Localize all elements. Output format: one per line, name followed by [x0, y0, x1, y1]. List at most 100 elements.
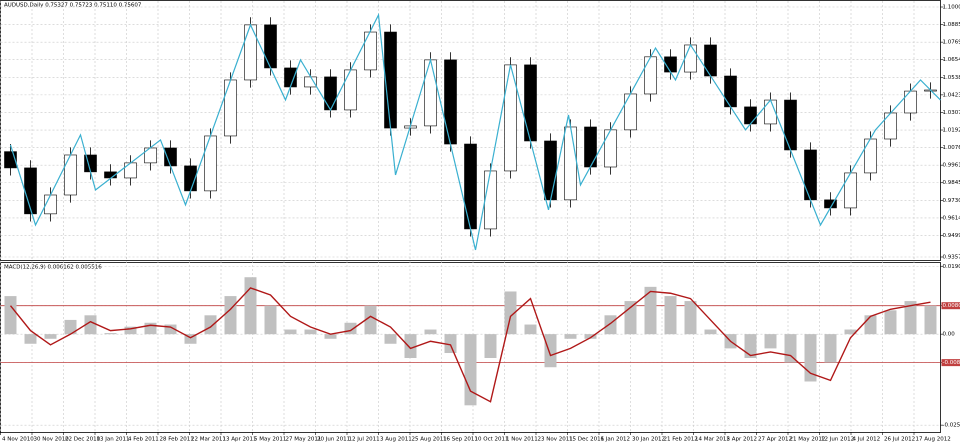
y-tick-label: 0.96145: [943, 215, 960, 221]
candle-body: [464, 143, 477, 230]
candle-body: [124, 162, 137, 179]
candle-body: [164, 147, 177, 167]
x-tick-label: 5 May 2011: [254, 437, 286, 443]
y-tick-label: 1.04230: [943, 92, 960, 98]
y-tick-label: 1.10005: [943, 5, 960, 11]
candle-body: [844, 172, 857, 209]
histogram-bar: [244, 277, 257, 335]
histogram-bar: [864, 315, 877, 335]
price-title: AUDUSD,Daily 0.75327 0.75723 0.75110 0.7…: [4, 3, 142, 9]
histogram-bar: [544, 334, 557, 368]
candle-body: [584, 126, 597, 168]
x-tick-label: 17 Aug 2012: [916, 437, 951, 443]
macd-title: MACD(12,26,9) 0.006162 0.005516: [4, 265, 102, 271]
candle-body: [744, 106, 757, 125]
histogram-bar: [364, 305, 377, 335]
x-tick-label: 13 Jan 2011: [97, 437, 130, 443]
candle-body: [284, 67, 297, 88]
candle-body: [684, 44, 697, 73]
candle-body: [524, 64, 537, 142]
y-tick-label: -0.008000: [943, 360, 960, 366]
candle-body: [64, 154, 77, 196]
candle-body: [604, 129, 617, 168]
histogram-bar: [604, 315, 617, 335]
x-tick-label: 4 Jul 2012: [853, 437, 881, 443]
histogram-bar: [824, 334, 837, 363]
histogram-bar: [204, 315, 217, 335]
y-tick-label: 1.03075: [943, 110, 960, 116]
y-tick-label: 1.01920: [943, 128, 960, 134]
candle-body: [564, 126, 577, 201]
y-tick-label: 1.05385: [943, 75, 960, 81]
y-tick-label: 0.00: [943, 332, 956, 338]
candle-body: [544, 140, 557, 201]
x-tick-label: 30 Nov 2010: [34, 437, 70, 443]
x-tick-label: 16 Sep 2011: [443, 437, 478, 443]
histogram-bar: [904, 301, 917, 335]
x-tick-label: 21 Feb 2012: [664, 437, 698, 443]
histogram-bar: [764, 334, 777, 349]
histogram-bar: [404, 334, 417, 358]
histogram-bar: [124, 326, 137, 335]
y-tick-label: 1.06540: [943, 57, 960, 63]
y-tick-label: 0.98455: [943, 180, 960, 186]
y-tick-label: 1.07695: [943, 40, 960, 46]
candle-body: [724, 75, 737, 108]
histogram-bar: [224, 296, 237, 335]
candle-body: [424, 59, 437, 127]
candle-body: [644, 56, 657, 95]
histogram-bar: [4, 296, 17, 335]
x-tick-label: 21 May 2012: [790, 437, 826, 443]
candle-body: [344, 69, 357, 111]
x-tick-label: 13 Apr 2011: [223, 437, 257, 443]
candle-body: [804, 149, 817, 201]
histogram-bar: [44, 334, 57, 339]
histogram-bar: [464, 334, 477, 406]
histogram-bar: [624, 301, 637, 335]
candle-body: [884, 112, 897, 140]
histogram-bar: [84, 315, 97, 335]
candle-body: [784, 99, 797, 151]
histogram-bar: [324, 334, 337, 339]
y-tick-label: 0.019085: [943, 264, 960, 270]
x-tick-label: 15 Dec 2011: [569, 437, 604, 443]
signal-line: [9, 287, 931, 403]
histogram-bar: [144, 322, 157, 335]
candle-body: [204, 135, 217, 192]
histogram-bar: [844, 329, 857, 335]
candle-body: [904, 90, 917, 114]
x-tick-label: 27 Apr 2012: [758, 437, 792, 443]
x-tick-label: 26 Jul 2012: [884, 437, 915, 443]
x-tick-label: 23 Nov 2011: [538, 437, 573, 443]
histogram-bar: [164, 324, 177, 335]
y-tick-label: 0.93575: [943, 255, 960, 261]
candle-body: [864, 138, 877, 174]
histogram-bar: [584, 334, 597, 339]
x-tick-label: 12 Jun 2012: [821, 437, 854, 443]
y-tick-label: -0.025572: [943, 423, 960, 429]
level-label-box: [941, 359, 960, 367]
x-tick-label: 12 Jul 2011: [349, 437, 380, 443]
histogram-bar: [284, 329, 297, 335]
candle-body: [624, 93, 637, 131]
y-tick-label: 0.97300: [943, 198, 960, 204]
x-tick-label: 10 Oct 2011: [475, 437, 509, 443]
histogram-bar: [104, 333, 117, 335]
candle-body: [384, 31, 397, 129]
y-tick-label: 1.00765: [943, 145, 960, 151]
y-tick-label: 1.08850: [943, 22, 960, 28]
candle-body: [704, 44, 717, 77]
x-tick-label: 22 Dec 2010: [65, 437, 101, 443]
histogram-bar: [504, 291, 517, 335]
candle-body: [304, 76, 317, 88]
histogram-bar: [664, 296, 677, 335]
histogram-bar: [444, 334, 457, 354]
histogram-bar: [344, 322, 357, 335]
histogram-bar: [424, 329, 437, 335]
histogram-bar: [644, 286, 657, 335]
x-tick-label: 25 Aug 2011: [412, 437, 447, 443]
x-tick-label: 6 Jan 2012: [601, 437, 630, 443]
histogram-bar: [924, 305, 937, 335]
histogram-bar: [684, 301, 697, 335]
